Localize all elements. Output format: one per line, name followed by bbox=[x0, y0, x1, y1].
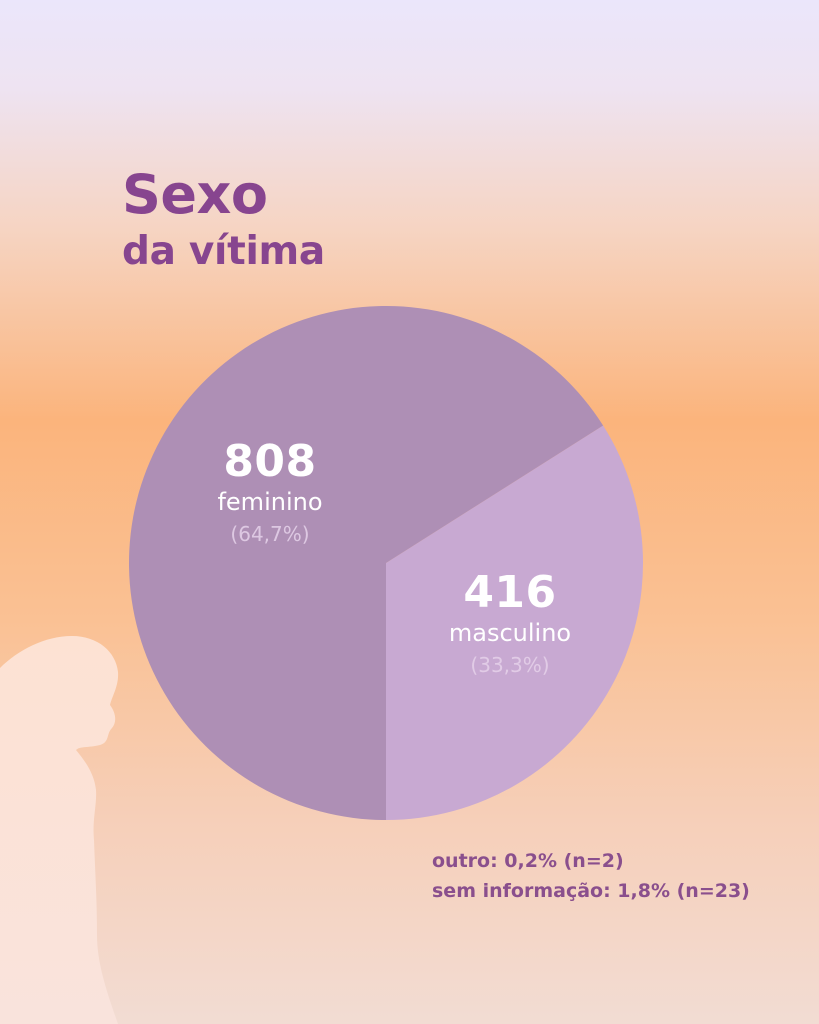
title-line-2: da vítima bbox=[122, 229, 325, 274]
chart-title: Sexo da vítima bbox=[122, 163, 325, 274]
percent-label-feminino: (64,7%) bbox=[230, 522, 310, 546]
note-outro: outro: 0,2% (n=2) bbox=[432, 850, 624, 872]
value-label-feminino: 808 bbox=[223, 436, 317, 487]
slice-label-feminino: 808 feminino (64,7%) bbox=[170, 436, 370, 546]
footnotes: outro: 0,2% (n=2) sem informação: 1,8% (… bbox=[432, 846, 750, 906]
category-label-masculino: masculino bbox=[448, 619, 572, 647]
pie-slice-feminino bbox=[128, 306, 604, 820]
note-sem-informacao: sem informação: 1,8% (n=23) bbox=[432, 880, 750, 902]
slice-label-masculino: 416 masculino (33,3%) bbox=[410, 567, 610, 677]
title-line-1: Sexo bbox=[122, 163, 268, 226]
value-label-masculino: 416 bbox=[463, 567, 557, 618]
category-label-feminino: feminino bbox=[217, 488, 323, 516]
percent-label-masculino: (33,3%) bbox=[470, 653, 550, 677]
pie-slice-masculino bbox=[386, 425, 643, 820]
silhouette-shape bbox=[0, 636, 119, 1024]
